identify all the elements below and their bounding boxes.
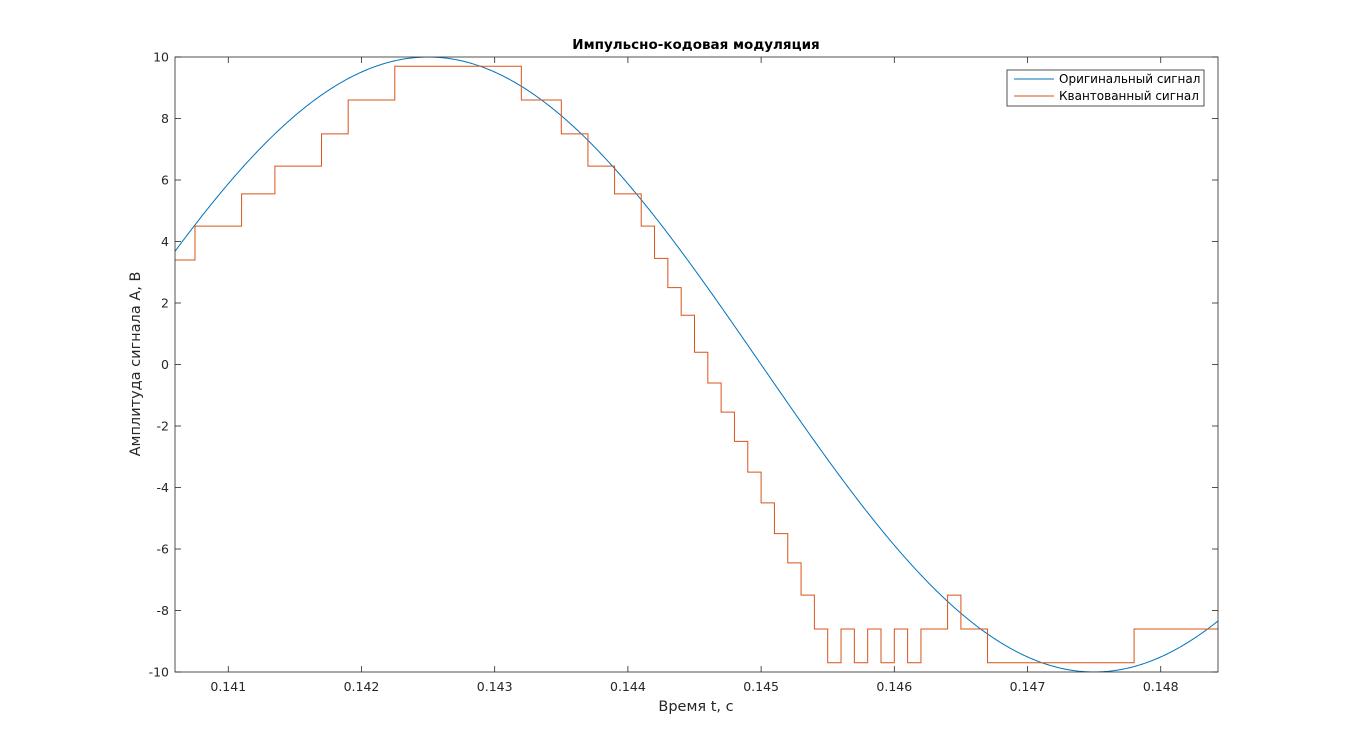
y-tick-label: -10 xyxy=(149,665,169,680)
x-tick-label: 0.146 xyxy=(876,679,912,694)
series-original-line xyxy=(175,57,1218,672)
x-tick-label: 0.147 xyxy=(1010,679,1046,694)
legend-label-quantized: Квантованный сигнал xyxy=(1059,89,1199,103)
y-tick-label: -2 xyxy=(157,419,169,434)
x-tick-label: 0.141 xyxy=(210,679,246,694)
x-tick-label: 0.142 xyxy=(344,679,380,694)
x-tick-label: 0.145 xyxy=(743,679,779,694)
y-tick-label: 10 xyxy=(153,50,169,65)
x-tick-label: 0.144 xyxy=(610,679,646,694)
legend[interactable]: Оригинальный сигнал Квантованный сигнал xyxy=(1006,69,1205,107)
y-tick-label: 8 xyxy=(161,111,169,126)
y-tick-label: -4 xyxy=(157,480,170,495)
plot-area xyxy=(175,57,1218,672)
y-axis-label: Амплитуда сигнала A, В xyxy=(128,272,144,457)
x-tick-label: 0.148 xyxy=(1143,679,1179,694)
legend-box xyxy=(1006,69,1205,107)
x-axis-label: Время t, с xyxy=(658,699,733,715)
y-tick-label: 0 xyxy=(161,357,169,372)
legend-label-original: Оригинальный сигнал xyxy=(1059,72,1200,86)
y-tick-label: 2 xyxy=(161,296,169,311)
series-quantized-line xyxy=(175,65,1218,664)
chart-title: Импульсно-кодовая модуляция xyxy=(572,37,819,53)
x-tick-label: 0.143 xyxy=(477,679,513,694)
y-tick-label: 4 xyxy=(161,234,169,249)
y-tick-label: 6 xyxy=(161,173,169,188)
y-tick-label: -6 xyxy=(157,542,170,557)
y-tick-label: -8 xyxy=(157,603,170,618)
